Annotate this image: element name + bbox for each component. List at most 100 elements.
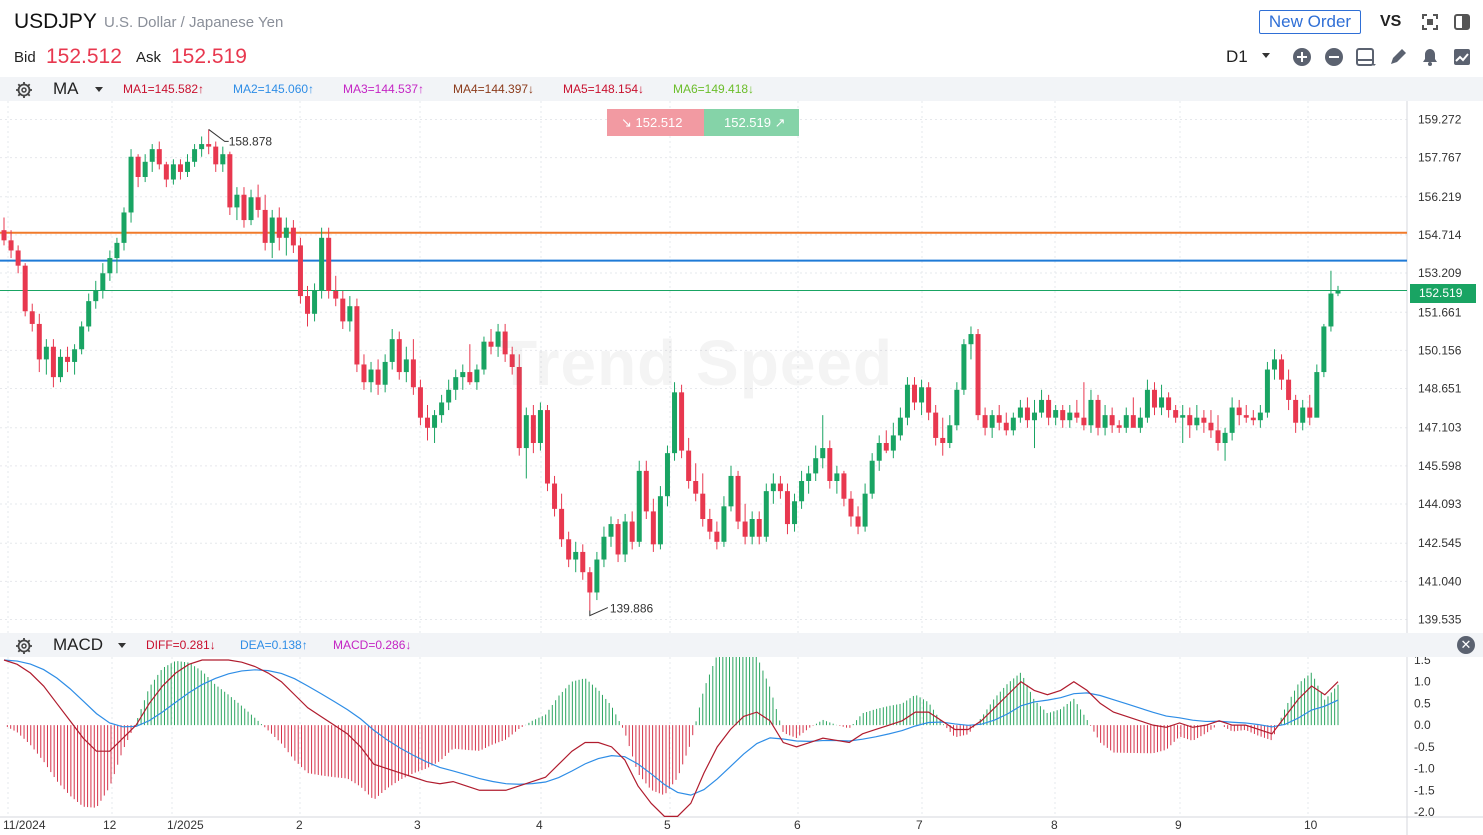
x-tick-label: 7 xyxy=(916,818,923,832)
candle-body xyxy=(982,415,988,428)
price-chart[interactable]: 159.272 157.767 156.219 154.714 153.209 151.6… xyxy=(0,101,1483,633)
x-tick-label: 2 xyxy=(296,818,303,832)
candle-body xyxy=(862,493,868,527)
candle-body xyxy=(756,519,762,537)
candle-body xyxy=(777,483,783,492)
close-icon[interactable]: ✕ xyxy=(1457,636,1475,654)
candle-body xyxy=(248,197,254,221)
candle-body xyxy=(904,384,910,418)
chevron-down-icon[interactable] xyxy=(95,87,103,92)
candle-body xyxy=(305,296,311,314)
draw-pencil-icon[interactable] xyxy=(1387,46,1409,68)
candle-body xyxy=(1173,410,1179,418)
candle-body xyxy=(672,392,678,454)
candle-body xyxy=(361,364,367,383)
zoom-out-icon[interactable] xyxy=(1323,46,1345,68)
candle-body xyxy=(530,415,536,443)
candle-body xyxy=(792,501,798,525)
candle-body xyxy=(15,250,21,266)
candle-body xyxy=(396,339,402,373)
candle-body xyxy=(806,473,812,481)
vs-compare-button[interactable]: VS xyxy=(1380,13,1402,30)
candle-body xyxy=(340,298,346,322)
candlestick-chart[interactable]: 159.272 157.767 156.219 154.714 153.209 151.6… xyxy=(0,101,1483,633)
candle-body xyxy=(36,323,42,360)
macd-hist-value: MACD=0.286↓ xyxy=(333,638,412,652)
candle-body xyxy=(559,508,565,540)
candle-body xyxy=(262,209,268,243)
candle-body xyxy=(1166,397,1172,411)
quote-ask[interactable]: 152.519 ↗ xyxy=(704,109,799,136)
candle-body xyxy=(234,194,240,208)
candle-body xyxy=(319,237,325,291)
candle-body xyxy=(855,516,861,527)
candle-body xyxy=(1300,407,1306,423)
candle-body xyxy=(1159,397,1165,408)
ma6-value: MA6=149.418↓ xyxy=(673,82,755,96)
candle-body xyxy=(1229,407,1235,433)
candle-body xyxy=(354,306,360,365)
candle-body xyxy=(622,521,628,555)
candle-body xyxy=(446,389,452,403)
candle-body xyxy=(813,458,819,474)
candle-body xyxy=(474,369,480,383)
candle-body xyxy=(1314,372,1320,418)
candle-body xyxy=(834,473,840,481)
ask-label: Ask xyxy=(136,49,162,66)
y-tick-label: 144.093 xyxy=(1418,497,1462,511)
new-order-button[interactable]: New Order xyxy=(1259,10,1361,34)
y-tick-label: 153.209 xyxy=(1418,266,1462,280)
candle-body xyxy=(333,291,339,299)
y-tick-label: 139.535 xyxy=(1418,612,1462,626)
macd-chart[interactable]: 1.5 1.0 0.5 0.0 -0.5 -1.0 -1.5 -2.0 11/2024 12 1/2… xyxy=(0,642,1483,835)
candle-body xyxy=(1074,412,1080,418)
timeframe-select[interactable]: D1 xyxy=(1226,47,1248,66)
candle-body xyxy=(1088,399,1094,426)
candle-body xyxy=(516,367,522,449)
candle-body xyxy=(453,377,459,390)
watermark: Trend Speed xyxy=(498,327,894,399)
chart-type-icon[interactable] xyxy=(1451,46,1473,68)
candle-body xyxy=(537,410,543,443)
high-annotation: 158.878 xyxy=(229,134,273,148)
fullscreen-icon[interactable] xyxy=(1419,11,1441,33)
candle-body xyxy=(594,559,600,593)
chevron-down-icon[interactable] xyxy=(118,643,126,648)
chart-header: USDJPY U.S. Dollar / Japanese Yen Bid 15… xyxy=(0,0,1483,77)
layout-icon[interactable] xyxy=(1355,46,1377,68)
candle-body xyxy=(1123,415,1129,428)
candle-body xyxy=(410,359,416,388)
candle-body xyxy=(926,387,932,413)
y-tick-label: -2.0 xyxy=(1414,805,1435,819)
candle-body xyxy=(142,161,148,177)
candle-body xyxy=(312,291,318,314)
quote-box[interactable]: ↘ 152.512 152.519 ↗ xyxy=(607,109,799,136)
candle-body xyxy=(629,521,635,542)
y-tick-label: 0.0 xyxy=(1414,718,1431,732)
candle-body xyxy=(177,164,183,172)
y-tick-label: 150.156 xyxy=(1418,343,1462,357)
alert-bell-icon[interactable] xyxy=(1419,46,1441,68)
candle-body xyxy=(283,227,289,238)
candle-body xyxy=(1293,399,1299,423)
macd-indicator-select[interactable]: MACD xyxy=(53,635,104,654)
candle-body xyxy=(1010,417,1016,431)
gear-icon[interactable] xyxy=(15,637,33,655)
zoom-in-icon[interactable] xyxy=(1291,46,1313,68)
candle-body xyxy=(919,387,925,403)
candle-body xyxy=(488,341,494,347)
candle-body xyxy=(163,164,169,180)
candle-body xyxy=(968,334,974,345)
quote-bid[interactable]: ↘ 152.512 xyxy=(607,109,704,136)
ma-indicator-select[interactable]: MA xyxy=(53,79,79,98)
chevron-down-icon[interactable] xyxy=(1262,53,1270,58)
candle-body xyxy=(580,551,586,573)
y-tick-label: 159.272 xyxy=(1418,112,1462,126)
candle-body xyxy=(636,470,642,542)
gear-icon[interactable] xyxy=(15,81,33,99)
y-tick-label: 147.103 xyxy=(1418,421,1462,435)
candle-body xyxy=(86,301,92,327)
macd-plot[interactable]: 1.5 1.0 0.5 0.0 -0.5 -1.0 -1.5 -2.0 11/2024 12 1/2… xyxy=(0,642,1483,835)
candle-body xyxy=(933,412,939,438)
panel-toggle-icon[interactable] xyxy=(1451,11,1473,33)
